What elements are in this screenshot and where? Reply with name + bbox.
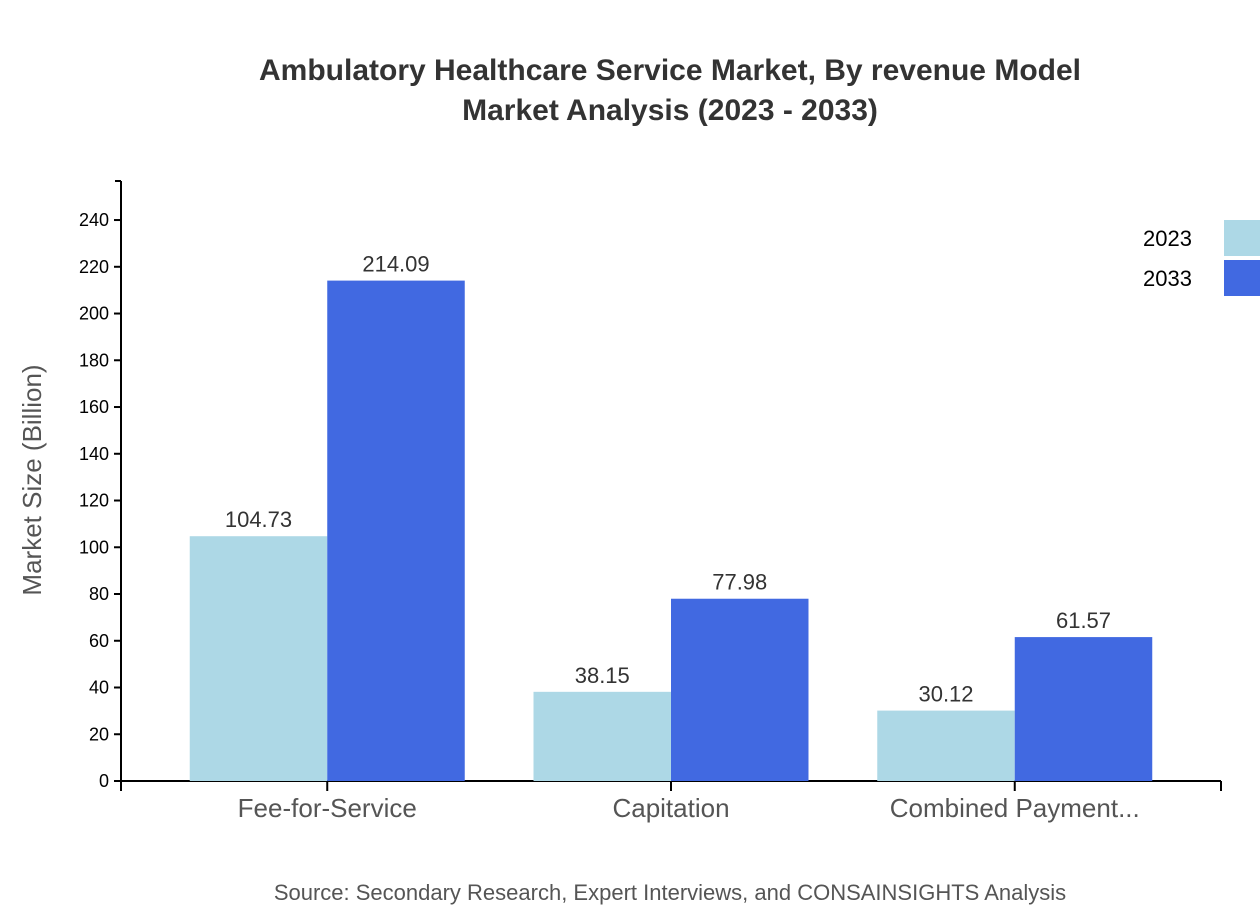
legend-label: 2023 bbox=[1143, 226, 1192, 251]
x-tick-label: Combined Payment... bbox=[890, 793, 1140, 823]
y-tick-label: 140 bbox=[79, 444, 109, 464]
y-tick-label: 120 bbox=[79, 491, 109, 511]
bar-2023 bbox=[533, 691, 671, 781]
y-tick-label: 220 bbox=[79, 257, 109, 277]
y-tick-label: 100 bbox=[79, 537, 109, 557]
y-axis: 0 20 40 60 80 100 120 140 160 180 200 220 240 bbox=[79, 180, 122, 791]
y-tick-label: 240 bbox=[79, 210, 109, 230]
x-tick-label: Capitation bbox=[612, 793, 729, 823]
y-tick-label: 0 bbox=[99, 771, 109, 791]
y-axis-label: Market Size (Billion) bbox=[17, 364, 47, 595]
data-label: 104.73 bbox=[225, 507, 292, 532]
y-tick-label: 60 bbox=[89, 631, 109, 651]
legend-swatch bbox=[1224, 260, 1260, 296]
y-tick-label: 40 bbox=[89, 678, 109, 698]
y-tick-label: 160 bbox=[79, 397, 109, 417]
y-tick-label: 80 bbox=[89, 584, 109, 604]
chart-title: Ambulatory Healthcare Service Market, By… bbox=[259, 54, 1081, 87]
chart-subtitle: Market Analysis (2023 - 2033) bbox=[462, 94, 878, 127]
bar-2023 bbox=[877, 710, 1015, 781]
legend-swatch bbox=[1224, 220, 1260, 256]
bar-2033 bbox=[671, 598, 809, 781]
bar-2033 bbox=[327, 280, 465, 781]
data-label: 214.09 bbox=[362, 252, 429, 277]
y-tick-label: 20 bbox=[89, 724, 109, 744]
source-note: Source: Secondary Research, Expert Inter… bbox=[274, 880, 1066, 905]
x-tick-label: Fee-for-Service bbox=[238, 793, 417, 823]
bar-2023 bbox=[189, 536, 328, 781]
y-tick-label: 180 bbox=[79, 350, 109, 370]
data-label: 30.12 bbox=[918, 682, 973, 707]
legend-label: 2033 bbox=[1143, 266, 1192, 291]
x-axis: Fee-for-Service Capitation Combined Paymen… bbox=[120, 780, 1222, 823]
bar-2033 bbox=[1014, 637, 1153, 781]
data-label: 77.98 bbox=[712, 570, 767, 595]
data-label: 38.15 bbox=[575, 663, 630, 688]
data-label: 61.57 bbox=[1056, 608, 1111, 633]
legend: 2023 2033 bbox=[1143, 220, 1260, 296]
bars: 104.73 214.09 38.15 77.98 30.12 61.57 bbox=[189, 252, 1153, 781]
y-tick-label: 200 bbox=[79, 304, 109, 324]
